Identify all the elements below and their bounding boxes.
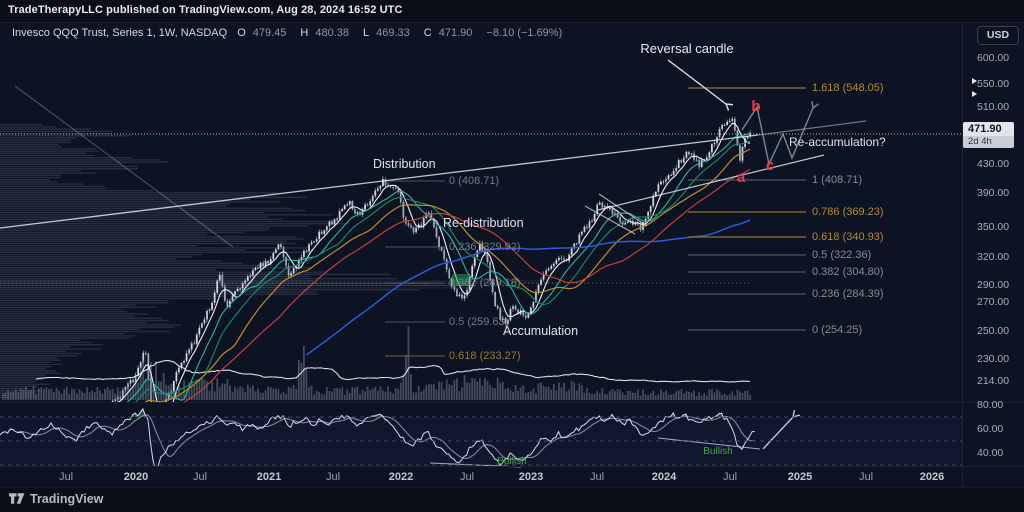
bar-countdown: 2d 4h (963, 136, 1014, 148)
time-axis[interactable]: Jul 2020 Jul 2021 Jul 2022 Jul 2023 Jul 2024 Jul 20… (0, 467, 962, 487)
main-pane (0, 116, 752, 402)
footer-bar (0, 487, 1024, 512)
month-tick: Jul (459, 471, 475, 483)
ohlc-open: O 479.45 (237, 27, 287, 39)
current-price-value: 471.90 (963, 122, 1014, 136)
indicator-tick: 60.00 (977, 423, 1004, 435)
price-tick: 270.00 (977, 296, 1010, 308)
month-tick: Jul (325, 471, 341, 483)
publish-bar: TradeTherapyLLC published on TradingView… (0, 0, 1024, 23)
tradingview-logo-icon (8, 493, 25, 504)
year-tick: 2020 (123, 471, 149, 483)
year-tick: 2026 (919, 471, 945, 483)
price-tick: 320.00 (977, 251, 1010, 263)
price-tick: 550.00 (977, 78, 1010, 90)
month-tick: Jul (58, 471, 74, 483)
year-tick: 2022 (388, 471, 414, 483)
price-tick: 250.00 (977, 325, 1010, 337)
month-tick: Jul (192, 471, 208, 483)
month-tick: Jul (589, 471, 605, 483)
indicator-tick: 80.00 (977, 399, 1004, 411)
month-tick: Jul (858, 471, 874, 483)
indicator-tick: 40.00 (977, 447, 1004, 459)
year-tick: 2023 (518, 471, 544, 483)
year-tick: 2024 (651, 471, 677, 483)
year-tick: 2021 (256, 471, 282, 483)
price-tick: 230.00 (977, 353, 1010, 365)
ohlc-high: H 480.38 (300, 27, 350, 39)
publish-text: TradeTherapyLLC published on TradingView… (8, 4, 403, 16)
symbol-title: Invesco QQQ Trust, Series 1, 1W, NASDAQ (12, 27, 228, 39)
ohlc-low: L 469.33 (363, 27, 410, 39)
price-tick: 600.00 (977, 52, 1010, 64)
price-tick: 214.00 (977, 375, 1010, 387)
current-price-label: 471.90 2d 4h (963, 122, 1014, 148)
price-change: −8.10 (−1.69%) (486, 27, 563, 39)
ohlc-close: C 471.90 (423, 27, 473, 39)
symbol-header[interactable]: Invesco QQQ Trust, Series 1, 1W, NASDAQ O… (12, 27, 569, 39)
price-tick: 390.00 (977, 187, 1010, 199)
month-tick: Jul (722, 471, 738, 483)
currency-button[interactable]: USD (977, 26, 1019, 45)
tradingview-branding[interactable]: TradingView (8, 491, 103, 506)
price-scale[interactable]: 600.00 550.00 510.00 430.00 390.00 350.00 320.… (962, 22, 1024, 487)
year-tick: 2025 (787, 471, 813, 483)
price-tick: 350.00 (977, 221, 1010, 233)
price-tick: 290.00 (977, 279, 1010, 291)
price-tick: 430.00 (977, 158, 1010, 170)
tradingview-logo-text: TradingView (30, 491, 104, 506)
price-tick: 510.00 (977, 101, 1010, 113)
